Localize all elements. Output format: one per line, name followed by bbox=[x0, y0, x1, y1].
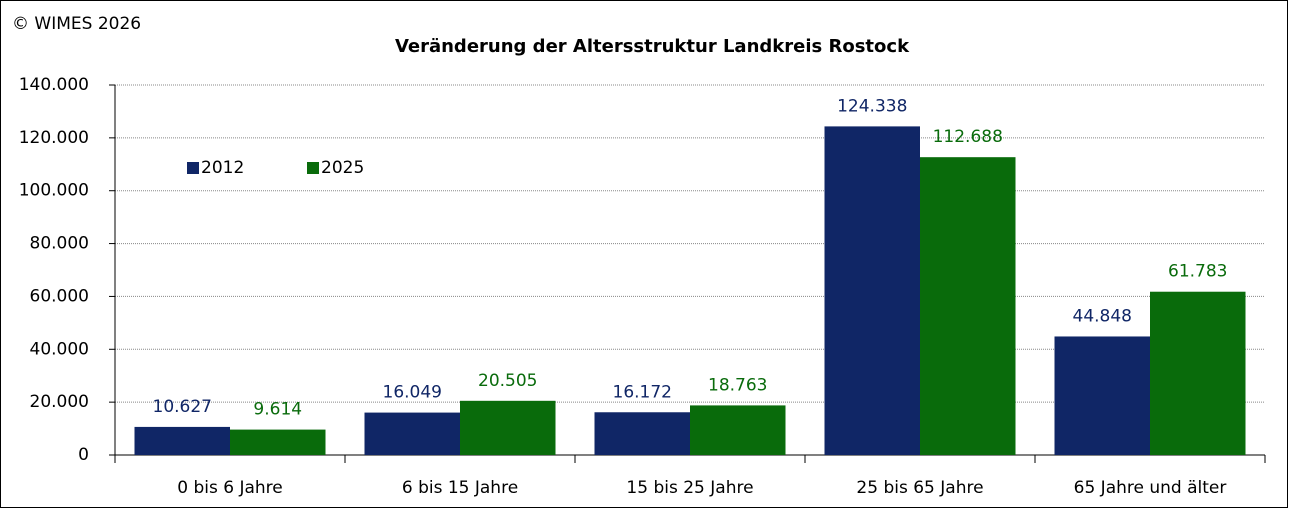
y-tick-label: 0 bbox=[78, 445, 89, 465]
value-label: 112.688 bbox=[933, 127, 1003, 147]
bar bbox=[690, 405, 786, 455]
legend-label: 2025 bbox=[321, 158, 364, 178]
y-tick-label: 140.000 bbox=[19, 75, 89, 95]
bar bbox=[364, 412, 460, 455]
y-tick-label: 80.000 bbox=[30, 234, 89, 254]
x-tick-label: 0 bis 6 Jahre bbox=[177, 478, 283, 498]
value-label: 20.505 bbox=[478, 371, 537, 391]
value-label: 44.848 bbox=[1073, 306, 1132, 326]
value-label: 124.338 bbox=[837, 96, 907, 116]
bar bbox=[134, 426, 230, 455]
x-tick-label: 15 bis 25 Jahre bbox=[626, 478, 753, 498]
bar bbox=[1054, 336, 1150, 455]
bar bbox=[824, 126, 920, 455]
value-label: 61.783 bbox=[1168, 262, 1227, 282]
value-label: 16.172 bbox=[613, 382, 672, 402]
y-tick-label: 20.000 bbox=[30, 392, 89, 412]
bar bbox=[920, 157, 1016, 456]
value-label: 18.763 bbox=[708, 375, 767, 395]
bar bbox=[1150, 291, 1246, 455]
chart-title: Veränderung der Altersstruktur Landkreis… bbox=[395, 36, 910, 57]
y-tick-label: 100.000 bbox=[19, 181, 89, 201]
x-tick-label: 6 bis 15 Jahre bbox=[402, 478, 518, 498]
y-tick-label: 60.000 bbox=[30, 286, 89, 306]
bar bbox=[230, 429, 326, 455]
value-label: 16.049 bbox=[383, 383, 442, 403]
x-tick-label: 65 Jahre und älter bbox=[1074, 478, 1227, 498]
bar bbox=[594, 412, 690, 455]
bar bbox=[460, 400, 556, 455]
copyright: © WIMES 2026 bbox=[12, 14, 141, 34]
value-label: 9.614 bbox=[253, 400, 302, 420]
legend-swatch bbox=[307, 162, 319, 174]
legend-label: 2012 bbox=[201, 158, 244, 178]
y-tick-label: 120.000 bbox=[19, 128, 89, 148]
value-label: 10.627 bbox=[153, 397, 212, 417]
x-tick-label: 25 bis 65 Jahre bbox=[856, 478, 983, 498]
y-tick-label: 40.000 bbox=[30, 339, 89, 359]
legend-swatch bbox=[187, 162, 199, 174]
